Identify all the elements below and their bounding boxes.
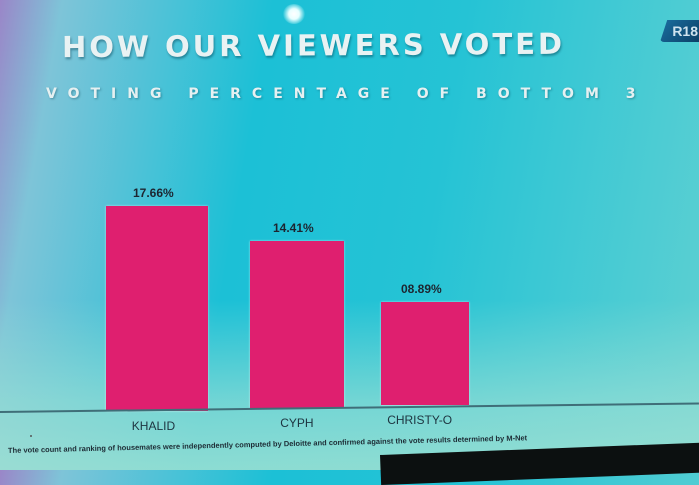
chart-title: HOW OUR VIEWERS VOTED bbox=[61, 26, 566, 65]
bar-khalid bbox=[106, 206, 208, 411]
rating-badge: R18 bbox=[660, 20, 699, 42]
category-label: KHALID bbox=[131, 419, 176, 433]
bar-cyph bbox=[250, 240, 344, 408]
category-label: CHRISTY-O bbox=[387, 413, 453, 427]
chart-subtitle: VOTING PERCENTAGE OF BOTTOM 3 bbox=[46, 86, 647, 102]
bar-value-label: 14.41% bbox=[273, 220, 314, 235]
category-label: CYPH bbox=[280, 416, 314, 430]
bar-value-label: 17.66% bbox=[133, 186, 174, 201]
screen-speck bbox=[30, 435, 32, 437]
rating-badge-label: R18 bbox=[672, 23, 698, 39]
bar-christy-o bbox=[381, 301, 469, 405]
bar-value-label: 08.89% bbox=[401, 281, 442, 296]
screen-glare bbox=[283, 4, 305, 24]
